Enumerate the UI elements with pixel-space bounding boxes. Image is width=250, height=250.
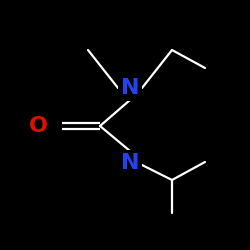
Text: N: N	[121, 78, 139, 98]
Text: N: N	[121, 153, 139, 173]
Text: O: O	[28, 116, 48, 136]
